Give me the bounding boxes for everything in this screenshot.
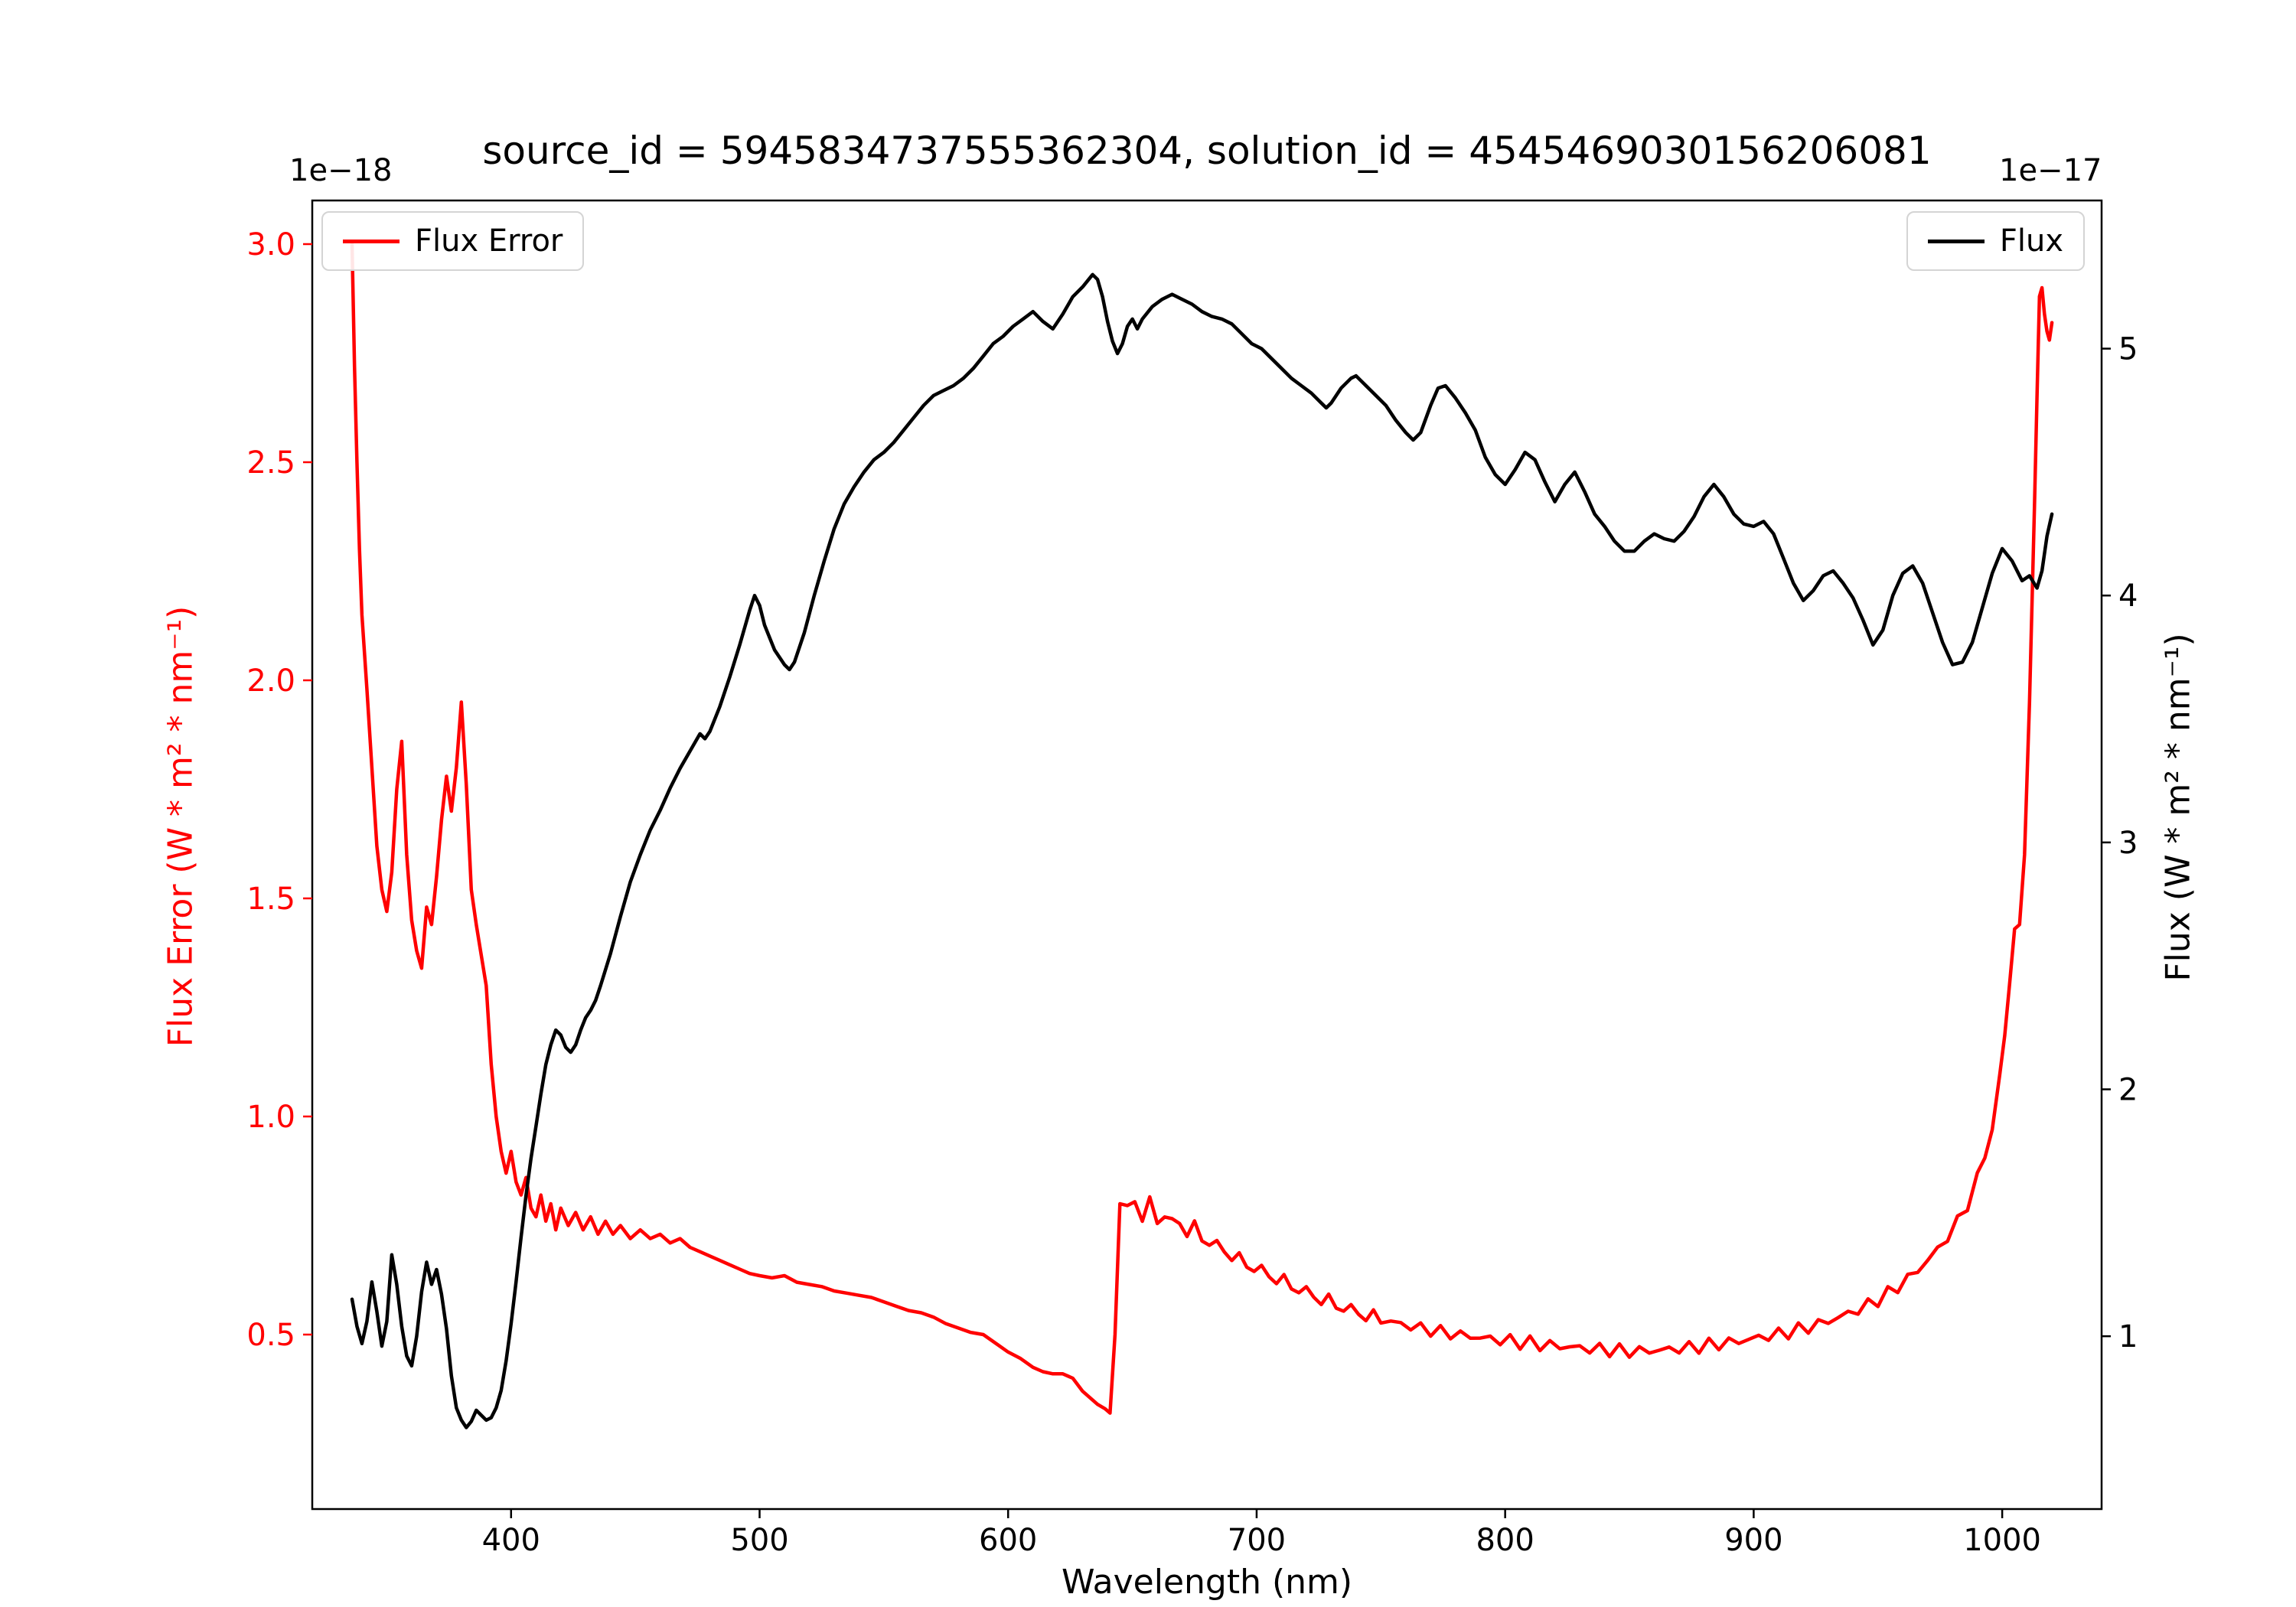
x-tick-label: 600 [979, 1523, 1037, 1558]
right-y-tick-label: 5 [2118, 332, 2138, 367]
chart-title: source_id = 5945834737555362304, solutio… [482, 129, 1932, 173]
left-y-tick-label: 2.5 [246, 445, 295, 481]
left-y-tick-label: 2.0 [246, 663, 295, 699]
right-y-tick-label: 2 [2118, 1073, 2138, 1108]
right-y-axis-label: Flux (W * m² * nm⁻¹) [2158, 633, 2198, 982]
left-y-tick-label: 0.5 [246, 1318, 295, 1353]
legend-flux: Flux [1906, 211, 2085, 271]
flux-error-legend-line-icon [343, 239, 400, 243]
right-y-tick-label: 4 [2118, 579, 2138, 614]
x-axis-label: Wavelength (nm) [1061, 1563, 1353, 1602]
x-tick-label: 800 [1476, 1523, 1534, 1558]
x-tick-label: 900 [1724, 1523, 1782, 1558]
left-y-tick-label: 1.5 [246, 882, 295, 917]
x-tick-label: 400 [482, 1523, 540, 1558]
flux-error-line [350, 242, 2054, 1415]
x-tick-label: 700 [1228, 1523, 1286, 1558]
x-tick-label: 500 [730, 1523, 788, 1558]
right-axis-offset-text: 1e−17 [1999, 153, 2102, 188]
legend-flux-error-label: Flux Error [415, 223, 563, 259]
right-y-tick-label: 1 [2118, 1319, 2138, 1354]
flux-legend-line-icon [1927, 239, 1985, 243]
legend-flux-error: Flux Error [321, 211, 585, 271]
legend-flux-label: Flux [1999, 223, 2063, 259]
left-y-tick-label: 1.0 [246, 1100, 295, 1135]
right-y-tick-label: 3 [2118, 826, 2138, 861]
left-axis-offset-text: 1e−18 [289, 153, 393, 188]
left-y-axis-label: Flux Error (W * m² * nm⁻¹) [161, 605, 201, 1048]
flux-line [350, 272, 2054, 1429]
x-tick-label: 1000 [1963, 1523, 2041, 1558]
left-y-tick-label: 3.0 [246, 227, 295, 262]
axes-spine [311, 199, 2103, 1511]
